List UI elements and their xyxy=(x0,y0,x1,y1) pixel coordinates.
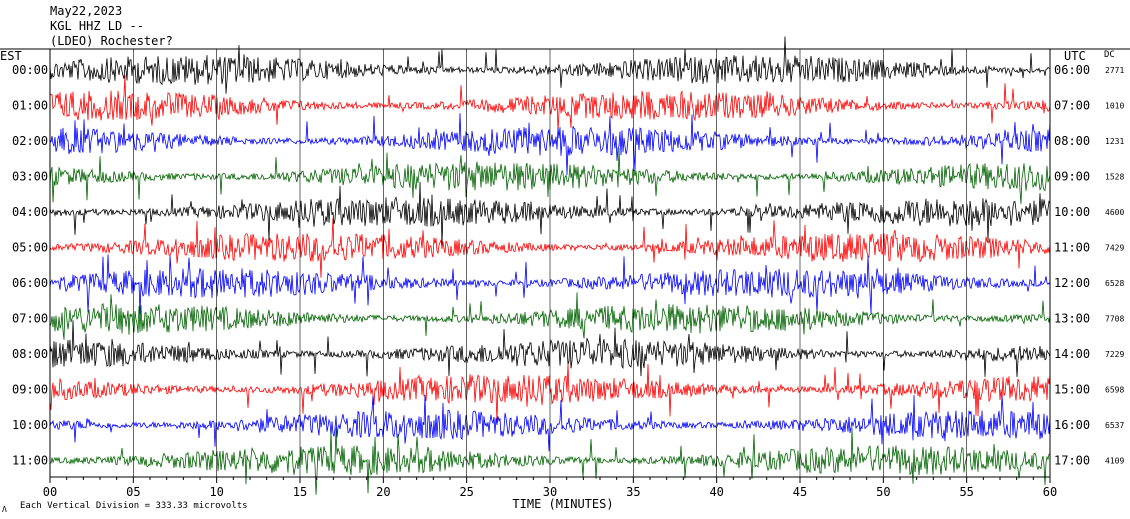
x-tick-label: 10 xyxy=(209,485,223,499)
minute-gridlines xyxy=(49,49,1051,477)
utc-hour-label: 12:00 xyxy=(1054,276,1090,290)
utc-hour-label: 07:00 xyxy=(1054,99,1090,113)
dc-offset-label: 7708 xyxy=(1105,315,1124,324)
utc-hour-label: 17:00 xyxy=(1054,454,1090,468)
est-hour-label: 10:00 xyxy=(12,418,48,432)
utc-hour-label: 16:00 xyxy=(1054,418,1090,432)
est-hour-label: 00:00 xyxy=(12,63,48,77)
est-hour-label: 02:00 xyxy=(12,134,48,148)
x-tick-labels: 00 05 10 15 20 25 30 35 40 45 50 55 60 xyxy=(43,485,1057,499)
corner-mark: Λ xyxy=(2,505,7,514)
header-station: KGL HHZ LD -- xyxy=(50,19,144,33)
est-hour-label: 05:00 xyxy=(12,241,48,255)
x-tick-label: 60 xyxy=(1043,485,1057,499)
utc-hour-label: 09:00 xyxy=(1054,170,1090,184)
header-location: (LDEO) Rochester? xyxy=(50,34,173,48)
dc-offset-label: 1528 xyxy=(1105,173,1124,182)
utc-hour-label: 08:00 xyxy=(1054,134,1090,148)
x-tick-label: 45 xyxy=(793,485,807,499)
x-tick-label: 30 xyxy=(543,485,557,499)
utc-hour-label: 15:00 xyxy=(1054,383,1090,397)
est-hour-label: 01:00 xyxy=(12,99,48,113)
x-tick-label: 00 xyxy=(43,485,57,499)
est-hour-label: 04:00 xyxy=(12,205,48,219)
plot-frame xyxy=(0,48,1130,483)
dc-offset-label: 6537 xyxy=(1105,421,1124,430)
dc-label: DC xyxy=(1104,50,1115,60)
dc-offset-label: 4109 xyxy=(1105,457,1124,466)
x-tick-label: 25 xyxy=(459,485,473,499)
x-tick-label: 15 xyxy=(293,485,307,499)
est-hour-label: 09:00 xyxy=(12,383,48,397)
x-axis-title: TIME (MINUTES) xyxy=(512,497,613,511)
utc-hour-label: 14:00 xyxy=(1054,347,1090,361)
dc-offset-label: 2771 xyxy=(1105,66,1124,75)
est-hour-label: 08:00 xyxy=(12,347,48,361)
dc-offset-label: 1010 xyxy=(1105,102,1124,111)
est-hour-label: 07:00 xyxy=(12,312,48,326)
header-date: May22,2023 xyxy=(50,4,122,18)
row-labels: 00:00 06:00 2771 01:00 07:00 1010 02:00 08:00 12… xyxy=(12,63,1124,468)
x-tick-label: 05 xyxy=(126,485,140,499)
dc-offset-label: 1231 xyxy=(1105,137,1124,146)
x-tick-label: 20 xyxy=(376,485,390,499)
est-hour-label: 03:00 xyxy=(12,170,48,184)
dc-offset-label: 6528 xyxy=(1105,279,1124,288)
x-tick-label: 50 xyxy=(876,485,890,499)
utc-hour-label: 13:00 xyxy=(1054,312,1090,326)
dc-offset-label: 7229 xyxy=(1105,350,1124,359)
est-hour-label: 06:00 xyxy=(12,276,48,290)
dc-offset-label: 4600 xyxy=(1105,208,1124,217)
x-tick-label: 40 xyxy=(709,485,723,499)
x-tick-label: 55 xyxy=(959,485,973,499)
left-axis-label: EST xyxy=(0,49,22,63)
scale-note: Each Vertical Division = 333.33 microvol… xyxy=(20,501,248,511)
right-axis-label: UTC xyxy=(1064,49,1086,63)
dc-offset-label: 6598 xyxy=(1105,386,1124,395)
utc-hour-label: 06:00 xyxy=(1054,63,1090,77)
x-tick-label: 35 xyxy=(626,485,640,499)
utc-hour-label: 11:00 xyxy=(1054,241,1090,255)
dc-offset-label: 7429 xyxy=(1105,244,1124,253)
utc-hour-label: 10:00 xyxy=(1054,205,1090,219)
est-hour-label: 11:00 xyxy=(12,454,48,468)
